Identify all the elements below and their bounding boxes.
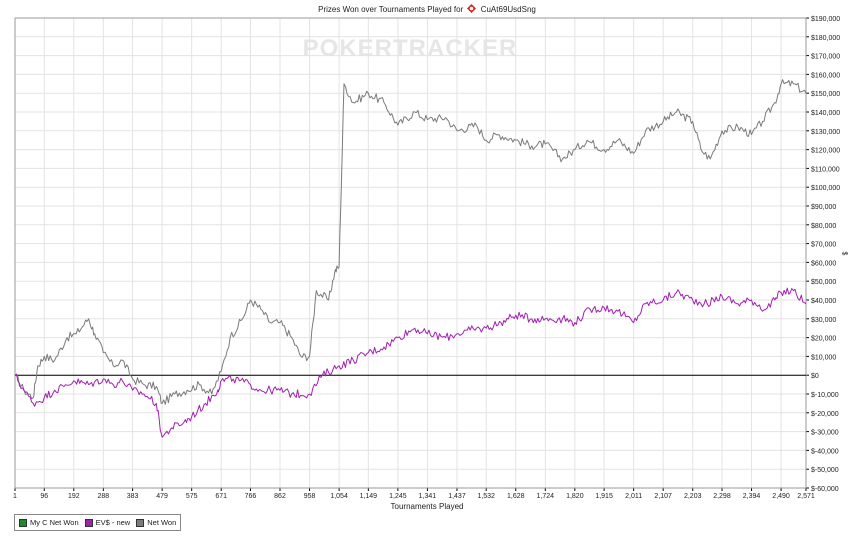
y-tick-label: $40,000 [811, 298, 836, 305]
legend-swatch [136, 518, 145, 527]
series-layer [14, 79, 807, 438]
series-line-ev-new [14, 287, 807, 438]
x-tick-label: 1,915 [595, 493, 613, 500]
y-tick-label: $60,000 [811, 260, 836, 267]
y-tick-label: $-60,000 [811, 486, 839, 493]
x-tick-label: 1,245 [389, 493, 407, 500]
series-line-net-won [14, 79, 807, 405]
y-tick-label: $130,000 [811, 129, 840, 136]
y-tick-label: $50,000 [811, 279, 836, 286]
legend-label: Net Won [147, 518, 177, 527]
y-tick-label: $110,000 [811, 166, 840, 173]
y-tick-label: $20,000 [811, 336, 836, 343]
y-axis-label: $ [840, 251, 848, 256]
x-tick-label: 1 [13, 493, 17, 500]
player-name: CuAt69UsdSng [480, 5, 536, 14]
axes: $190,000 $180,000 $170,000 $160,000 $150,000… [13, 16, 840, 500]
x-tick-label: 862 [274, 493, 286, 500]
x-tick-label: 1,532 [477, 493, 495, 500]
legend-item-ev[interactable]: EV$ - new [84, 518, 131, 527]
legend-item-net-won[interactable]: Net Won [136, 518, 176, 527]
x-tick-label: 2,203 [684, 493, 702, 500]
x-tick-label: 1,820 [566, 493, 584, 500]
y-tick-label: $140,000 [811, 110, 840, 117]
x-tick-label: 96 [40, 493, 48, 500]
y-tick-label: $-10,000 [811, 392, 839, 399]
y-tick-label: $180,000 [811, 35, 840, 42]
x-tick-label: 192 [68, 493, 80, 500]
y-tick-label: $30,000 [811, 317, 836, 324]
x-tick-label: 2,490 [772, 493, 790, 500]
legend-item-my-c-net-won[interactable]: My C Net Won [19, 518, 79, 527]
x-axis-label: Tournaments Played [390, 502, 464, 511]
x-tick-label: 1,437 [448, 493, 466, 500]
y-tick-label: $150,000 [811, 91, 840, 98]
x-tick-label: 2,011 [625, 493, 642, 500]
x-tick-label: 1,628 [507, 493, 525, 500]
x-tick-label: 2,107 [654, 493, 672, 500]
y-tick-label: $-50,000 [811, 467, 839, 474]
x-tick-label: 671 [215, 493, 227, 500]
y-tick-label: $90,000 [811, 204, 836, 211]
x-tick-label: 2,394 [743, 493, 761, 500]
y-tick-label: $120,000 [811, 148, 840, 155]
x-tick-label: 288 [97, 493, 109, 500]
y-tick-label: $-40,000 [811, 448, 839, 455]
x-tick-label: 1,341 [419, 493, 437, 500]
y-tick-label: $-20,000 [811, 411, 839, 418]
legend-label: My C Net Won [30, 518, 79, 527]
chart-title-prefix: Prizes Won over Tournaments Played for [318, 5, 464, 14]
plot-frame [14, 17, 807, 489]
y-tick-label: $170,000 [811, 54, 840, 61]
y-tick-label: $70,000 [811, 242, 836, 249]
x-tick-label: 575 [186, 493, 198, 500]
legend-swatch [84, 518, 93, 527]
y-tick-label: $-30,000 [811, 430, 839, 437]
x-tick-label: 2,298 [713, 493, 731, 500]
y-tick-label: $160,000 [811, 72, 840, 79]
watermark: POKERTRACKER [303, 35, 518, 62]
y-tick-label: $190,000 [811, 16, 840, 23]
chart-title: Prizes Won over Tournaments Played for C… [0, 4, 854, 14]
legend-label: EV$ - new [95, 518, 131, 527]
y-tick-label: $0 [811, 373, 819, 380]
grid [14, 17, 807, 489]
x-tick-label: 958 [304, 493, 316, 500]
x-tick-label: 1,149 [360, 493, 378, 500]
legend: My C Net Won EV$ - new Net Won [14, 514, 182, 531]
x-tick-label: 766 [245, 493, 257, 500]
x-tick-label: 383 [127, 493, 139, 500]
legend-swatch [19, 518, 27, 527]
y-tick-label: $80,000 [811, 223, 836, 230]
x-tick-label: 1,724 [537, 493, 555, 500]
x-tick-label: 1,054 [330, 493, 348, 500]
x-tick-label: 2,571 [797, 493, 815, 500]
flag-icon [467, 4, 477, 13]
y-tick-label: $100,000 [811, 185, 840, 192]
y-tick-label: $10,000 [811, 354, 836, 361]
x-tick-label: 479 [156, 493, 168, 500]
